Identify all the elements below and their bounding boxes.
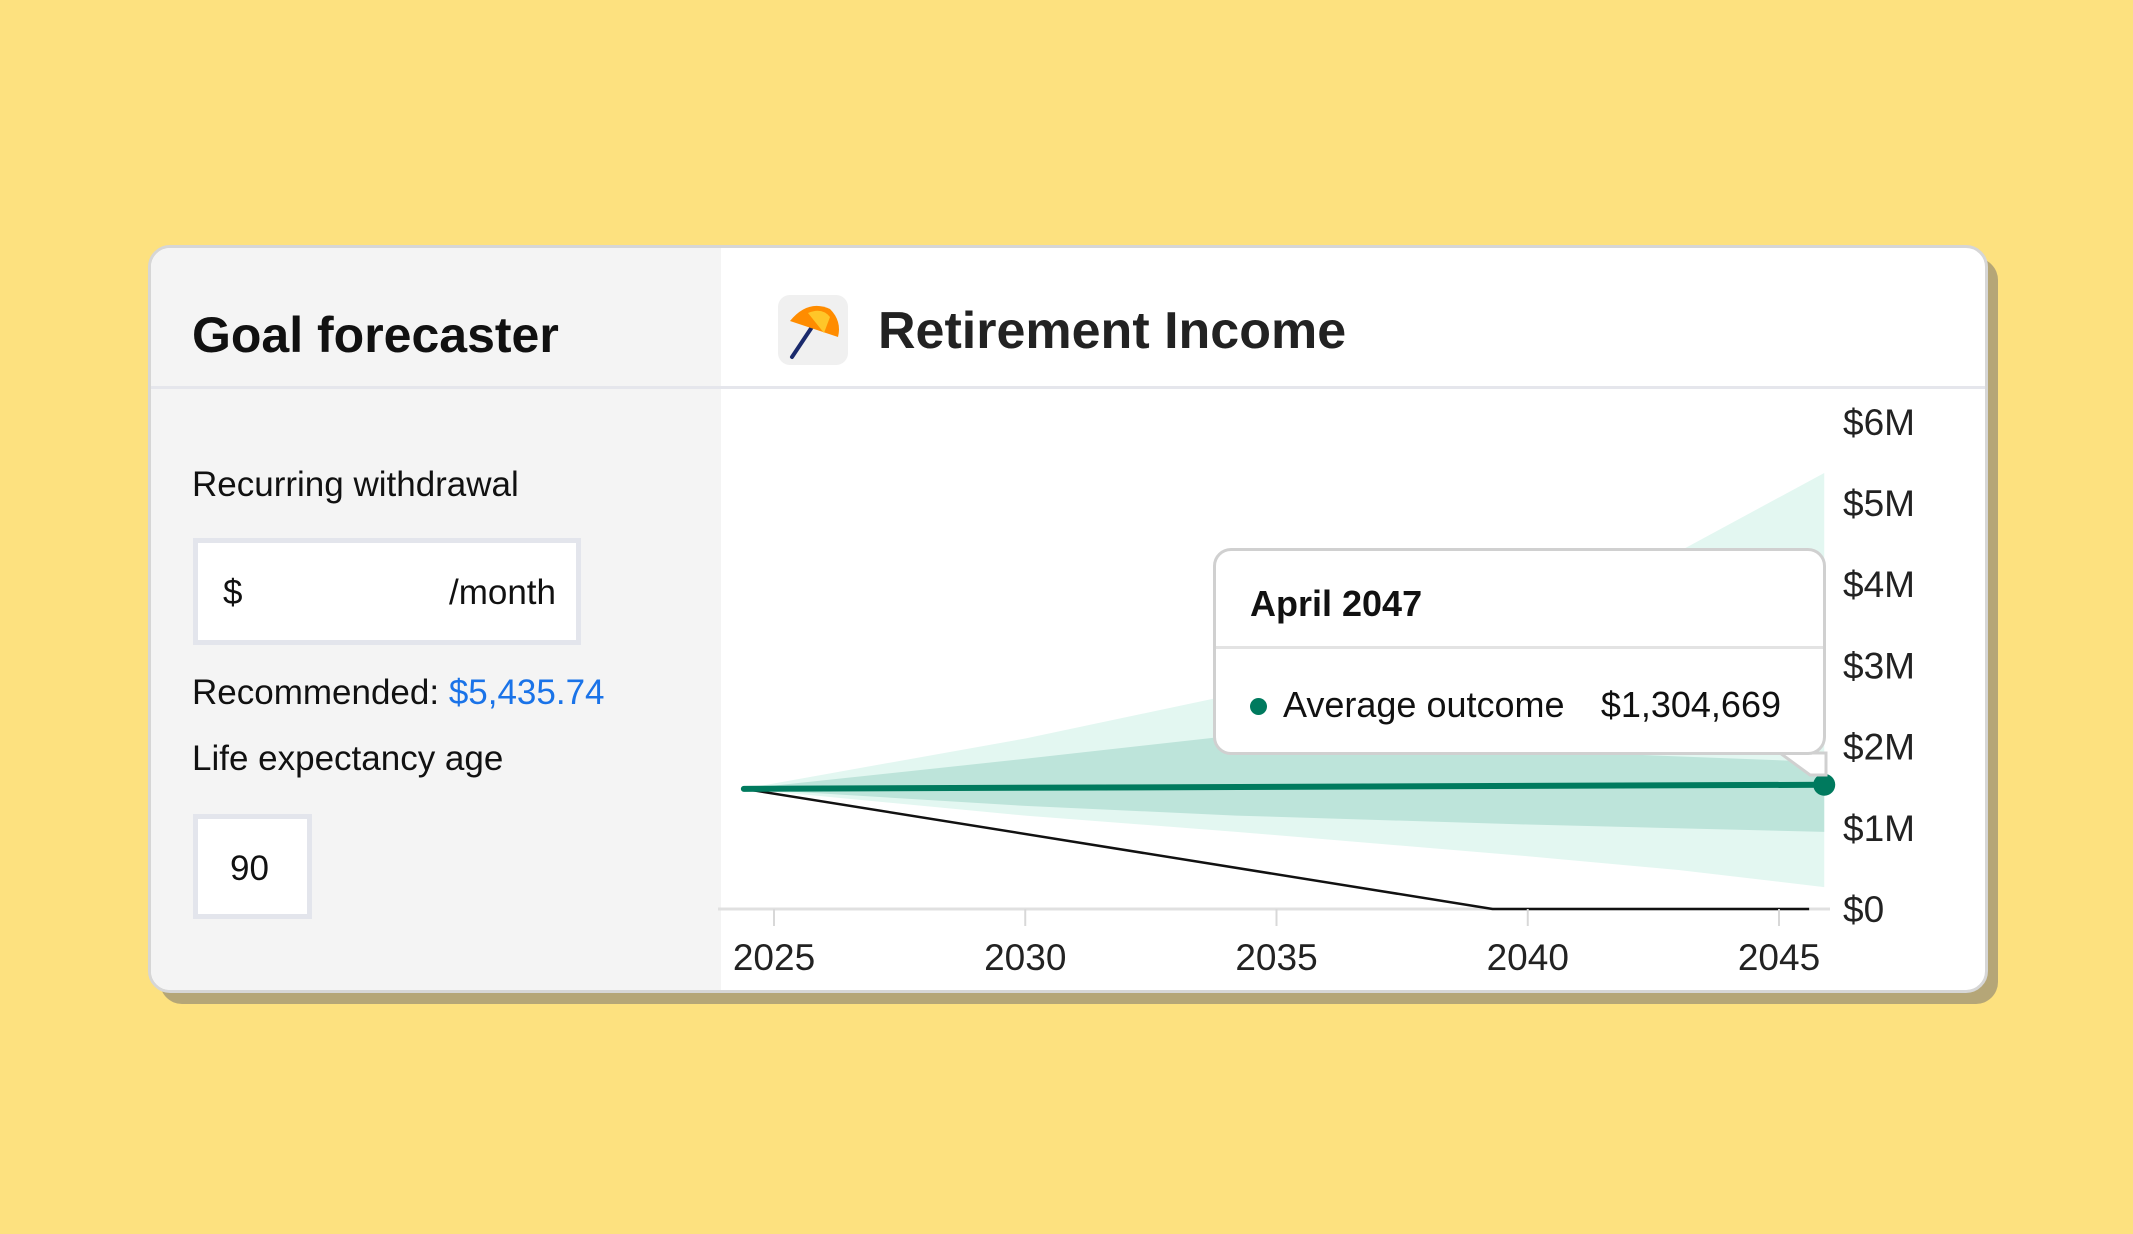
currency-prefix: $ — [223, 573, 243, 612]
per-month-suffix: /month — [449, 573, 556, 612]
average-outcome-point — [1813, 773, 1836, 796]
average-outcome-line — [740, 781, 1828, 792]
life-expectancy-label: Life expectancy age — [192, 739, 504, 778]
y-tick-label: $1M — [1843, 808, 1915, 849]
series-dot-icon — [1250, 698, 1267, 715]
x-tick-label: 2040 — [1487, 937, 1569, 978]
y-tick-label: $6M — [1843, 402, 1915, 443]
x-tick-label: 2025 — [733, 937, 815, 978]
umbrella-icon — [778, 295, 848, 365]
recommended-label: Recommended: — [192, 673, 440, 712]
y-tick-label: $2M — [1843, 727, 1915, 768]
depletion-line — [743, 787, 1810, 911]
x-tick-label: 2030 — [984, 937, 1066, 978]
chart-title: Retirement Income — [878, 302, 1347, 360]
header-divider — [151, 386, 1985, 389]
recommended-value-link[interactable]: $5,435.74 — [448, 673, 605, 712]
tooltip: April 2047 Average outcome $1,304,669 — [1213, 548, 1826, 755]
inner-outcome-band — [743, 735, 1825, 832]
life-expectancy-input[interactable]: 90 — [193, 814, 312, 919]
x-tick-label: 2035 — [1235, 937, 1317, 978]
y-tick-label: $4M — [1843, 564, 1915, 605]
tooltip-value: $1,304,669 — [1600, 684, 1781, 725]
tooltip-divider — [1216, 646, 1823, 649]
life-expectancy-value: 90 — [230, 849, 269, 888]
y-tick-label: $0 — [1843, 889, 1884, 930]
y-tick-label: $3M — [1843, 645, 1915, 686]
withdrawal-input[interactable]: $ /month — [193, 538, 581, 645]
y-tick-label: $5M — [1843, 483, 1915, 524]
tooltip-series-label: Average outcome — [1283, 684, 1565, 725]
tooltip-date: April 2047 — [1250, 583, 1423, 624]
panel-title: Goal forecaster — [192, 307, 559, 363]
x-tick-label: 2045 — [1738, 937, 1820, 978]
withdrawal-label: Recurring withdrawal — [192, 465, 519, 504]
